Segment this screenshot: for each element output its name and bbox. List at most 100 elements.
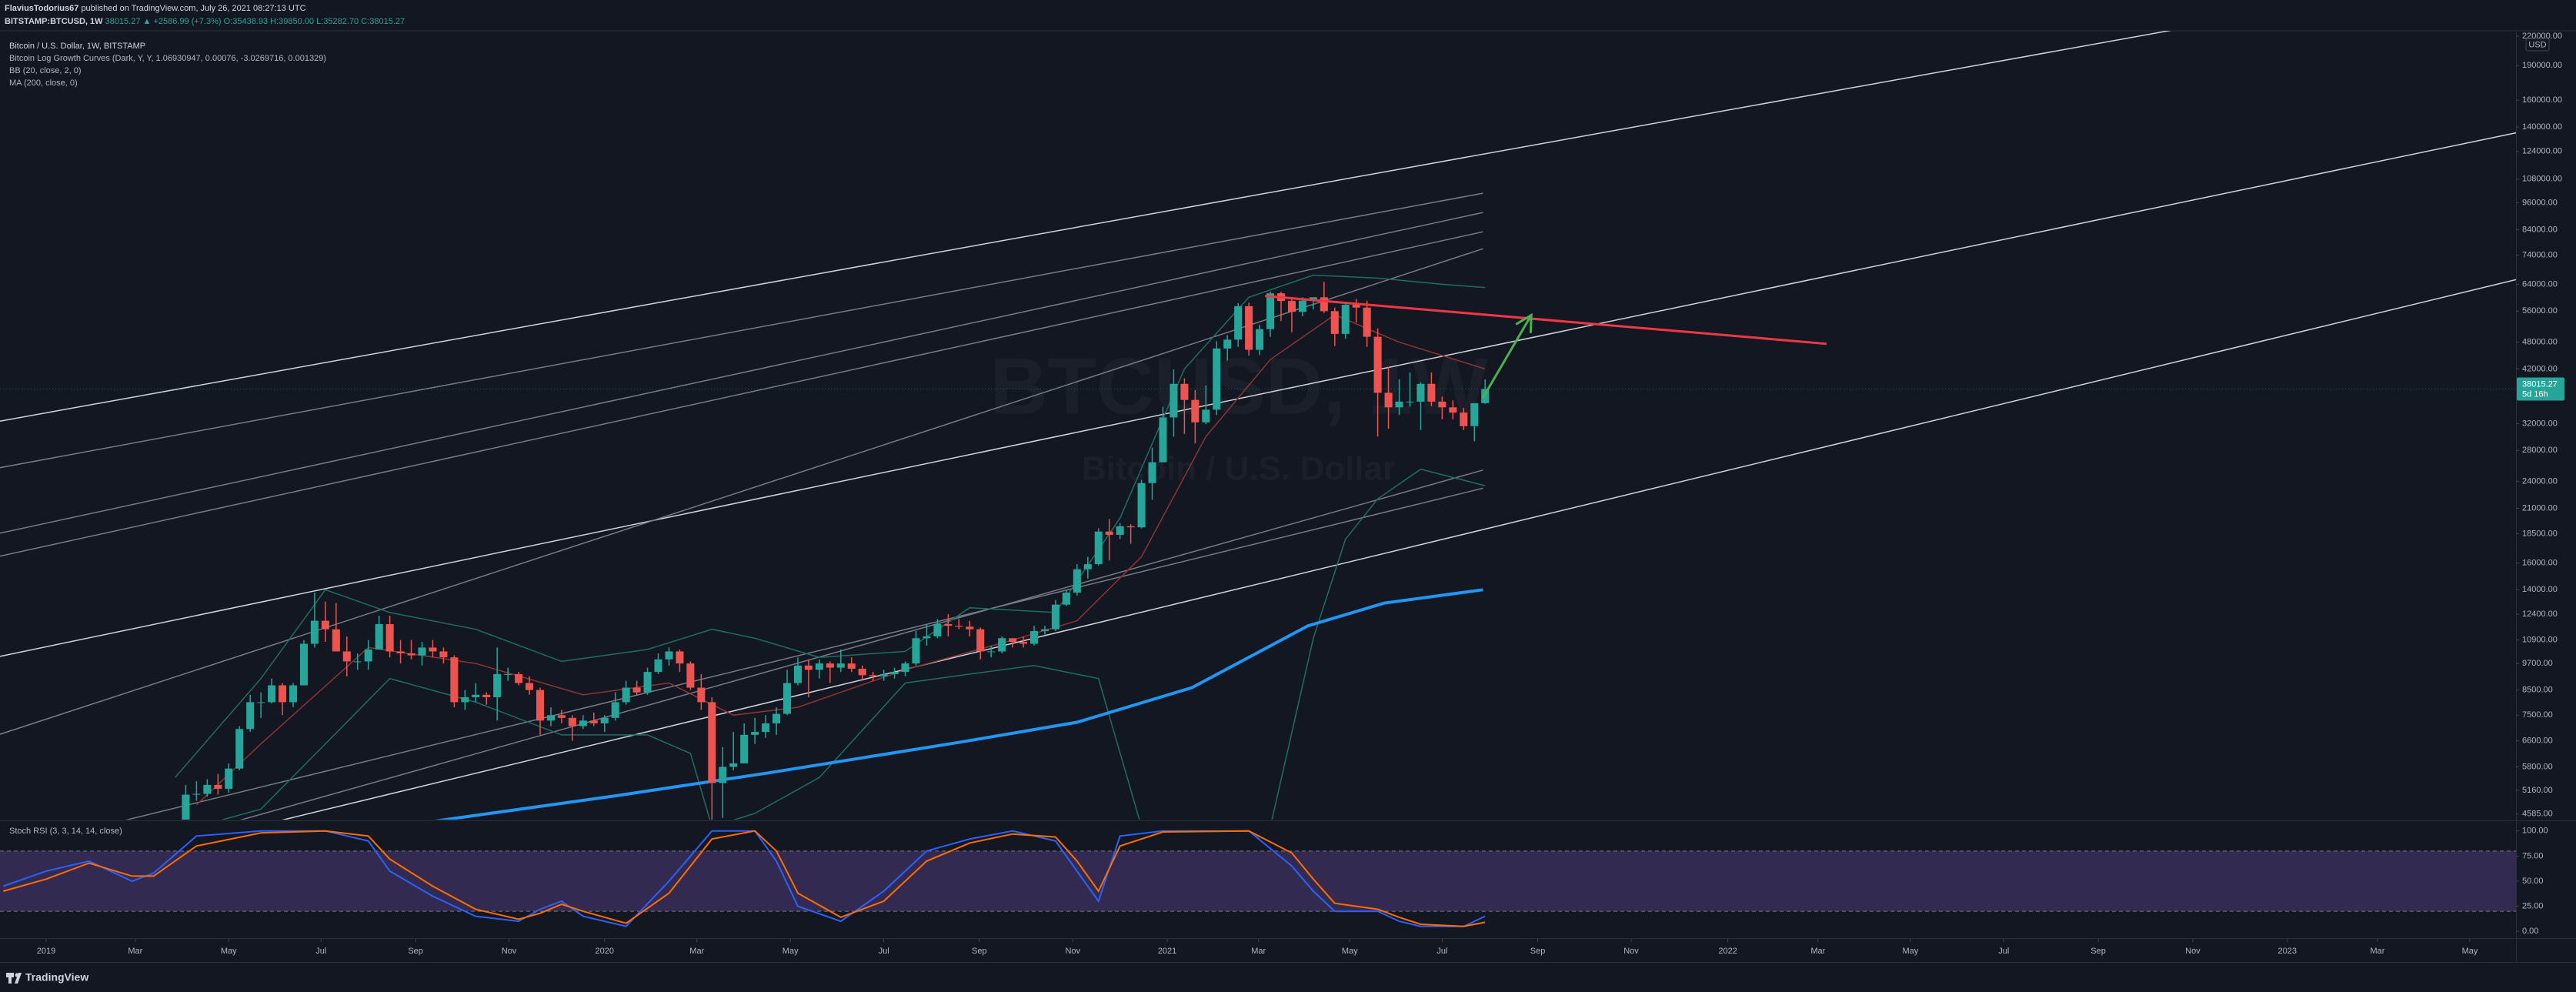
- candle-body: [536, 690, 545, 721]
- y-tick-label: 12400.00: [2522, 610, 2558, 619]
- candle-body: [203, 784, 212, 794]
- header-line: FlaviusTodorius67 published on TradingVi…: [5, 4, 306, 13]
- candle-body: [1373, 336, 1382, 393]
- x-tick-label: Sep: [972, 947, 987, 956]
- y-tick-label: 140000.00: [2522, 122, 2562, 132]
- candle-body: [879, 673, 888, 676]
- candle-body: [364, 649, 372, 662]
- watermark: BTCUSD, 1W: [989, 342, 1488, 431]
- candle-body: [1245, 306, 1253, 350]
- x-tick-label: Sep: [1530, 947, 1546, 956]
- growth-curve: [125, 487, 1483, 820]
- candle-body: [1460, 412, 1468, 426]
- candle-body: [450, 657, 459, 703]
- x-tick-label: Mar: [2370, 947, 2384, 956]
- y-tick-label: 25.00: [2522, 901, 2544, 910]
- x-tick-label: Sep: [2090, 947, 2106, 956]
- x-tick-label: Nov: [1623, 947, 1639, 956]
- candle-body: [310, 620, 319, 644]
- y-tick-label: 8500.00: [2522, 686, 2553, 695]
- candle-body: [353, 661, 362, 663]
- candle-body: [568, 717, 576, 726]
- candle-body: [1438, 401, 1446, 408]
- y-tick-label: 75.00: [2522, 851, 2544, 860]
- candle-body: [1395, 401, 1403, 408]
- currency-box[interactable]: [2525, 38, 2550, 52]
- growth-curve: [0, 231, 1483, 557]
- candle-body: [396, 651, 405, 653]
- y-tick-label: 50.00: [2522, 877, 2544, 886]
- candle-body: [375, 623, 383, 650]
- candle-body: [1352, 305, 1360, 308]
- candle-body: [782, 683, 792, 714]
- x-tick-label: Nov: [1065, 947, 1080, 956]
- y-tick-label: 28000.00: [2522, 446, 2558, 455]
- last-price-label: 38015.27: [2522, 379, 2558, 389]
- candle-body: [385, 623, 394, 652]
- y-tick-label: 64000.00: [2522, 279, 2558, 289]
- y-tick-label: 124000.00: [2522, 147, 2562, 156]
- candle-body: [729, 763, 738, 767]
- y-tick-label: 220000.00: [2522, 32, 2562, 41]
- y-tick-label: 6600.00: [2522, 736, 2553, 746]
- bb-band: [174, 274, 1486, 778]
- brand-logo[interactable]: [6, 973, 22, 984]
- candle-body: [1126, 526, 1135, 528]
- ohlc: C:38015.27: [361, 17, 405, 26]
- candle-body: [869, 675, 877, 676]
- candle-body: [246, 702, 255, 730]
- candle-body: [299, 643, 308, 686]
- y-tick-label: 4585.00: [2522, 810, 2553, 819]
- candle-body: [1449, 407, 1457, 413]
- candle-body: [1180, 383, 1189, 400]
- candle-body: [1223, 339, 1232, 349]
- candle-body: [933, 623, 942, 636]
- y-tick-label: 21000.00: [2522, 503, 2558, 513]
- candle-body: [1256, 329, 1264, 350]
- symbol: BITSTAMP:BTCUSD, 1W: [5, 17, 103, 26]
- growth-curve: [0, 212, 1483, 534]
- candle-body: [1029, 630, 1039, 644]
- candle-body: [1148, 462, 1156, 483]
- y-tick-label: 160000.00: [2522, 95, 2562, 105]
- y-tick-label: 18500.00: [2522, 529, 2558, 538]
- growth-curve: [0, 132, 2516, 657]
- y-tick-label: 10900.00: [2522, 636, 2558, 645]
- x-tick-label: 2019: [37, 947, 55, 956]
- y-tick-label: 108000.00: [2522, 175, 2562, 184]
- candle-body: [826, 663, 834, 668]
- candle-body: [407, 653, 415, 656]
- candle-body: [676, 651, 684, 664]
- candle-body: [192, 793, 201, 795]
- x-tick-label: 2023: [2277, 947, 2296, 956]
- indicator-legend: MA (200, close, 0): [9, 78, 78, 88]
- panel-title: Bitcoin / U.S. Dollar, 1W, BITSTAMP: [9, 42, 145, 51]
- candle-body: [793, 665, 802, 683]
- candle-body: [740, 734, 749, 763]
- candle-body: [1073, 569, 1081, 593]
- candle-body: [901, 663, 909, 673]
- candle-body: [847, 663, 856, 669]
- x-tick-label: May: [221, 947, 237, 956]
- candle-body: [1363, 307, 1371, 337]
- candle-body: [1320, 297, 1328, 312]
- logo-part: [6, 973, 14, 977]
- brand[interactable]: TradingView: [25, 971, 88, 984]
- candle-body: [342, 651, 351, 662]
- x-tick-label: Jul: [1436, 947, 1447, 956]
- y-tick-label: 32000.00: [2522, 419, 2558, 428]
- candle-body: [1191, 399, 1200, 423]
- x-tick-label: Jul: [1998, 947, 2009, 956]
- x-tick-label: Nov: [502, 947, 517, 956]
- candle-body: [1083, 564, 1092, 569]
- x-tick-label: May: [782, 947, 799, 956]
- candle-body: [1062, 593, 1070, 605]
- candle-body: [321, 620, 329, 630]
- candle-body: [686, 663, 695, 688]
- x-tick-label: Mar: [1810, 947, 1825, 956]
- candle-body: [279, 685, 287, 703]
- candle-body: [589, 720, 598, 723]
- candle-body: [654, 659, 662, 673]
- candle-body: [1094, 531, 1103, 565]
